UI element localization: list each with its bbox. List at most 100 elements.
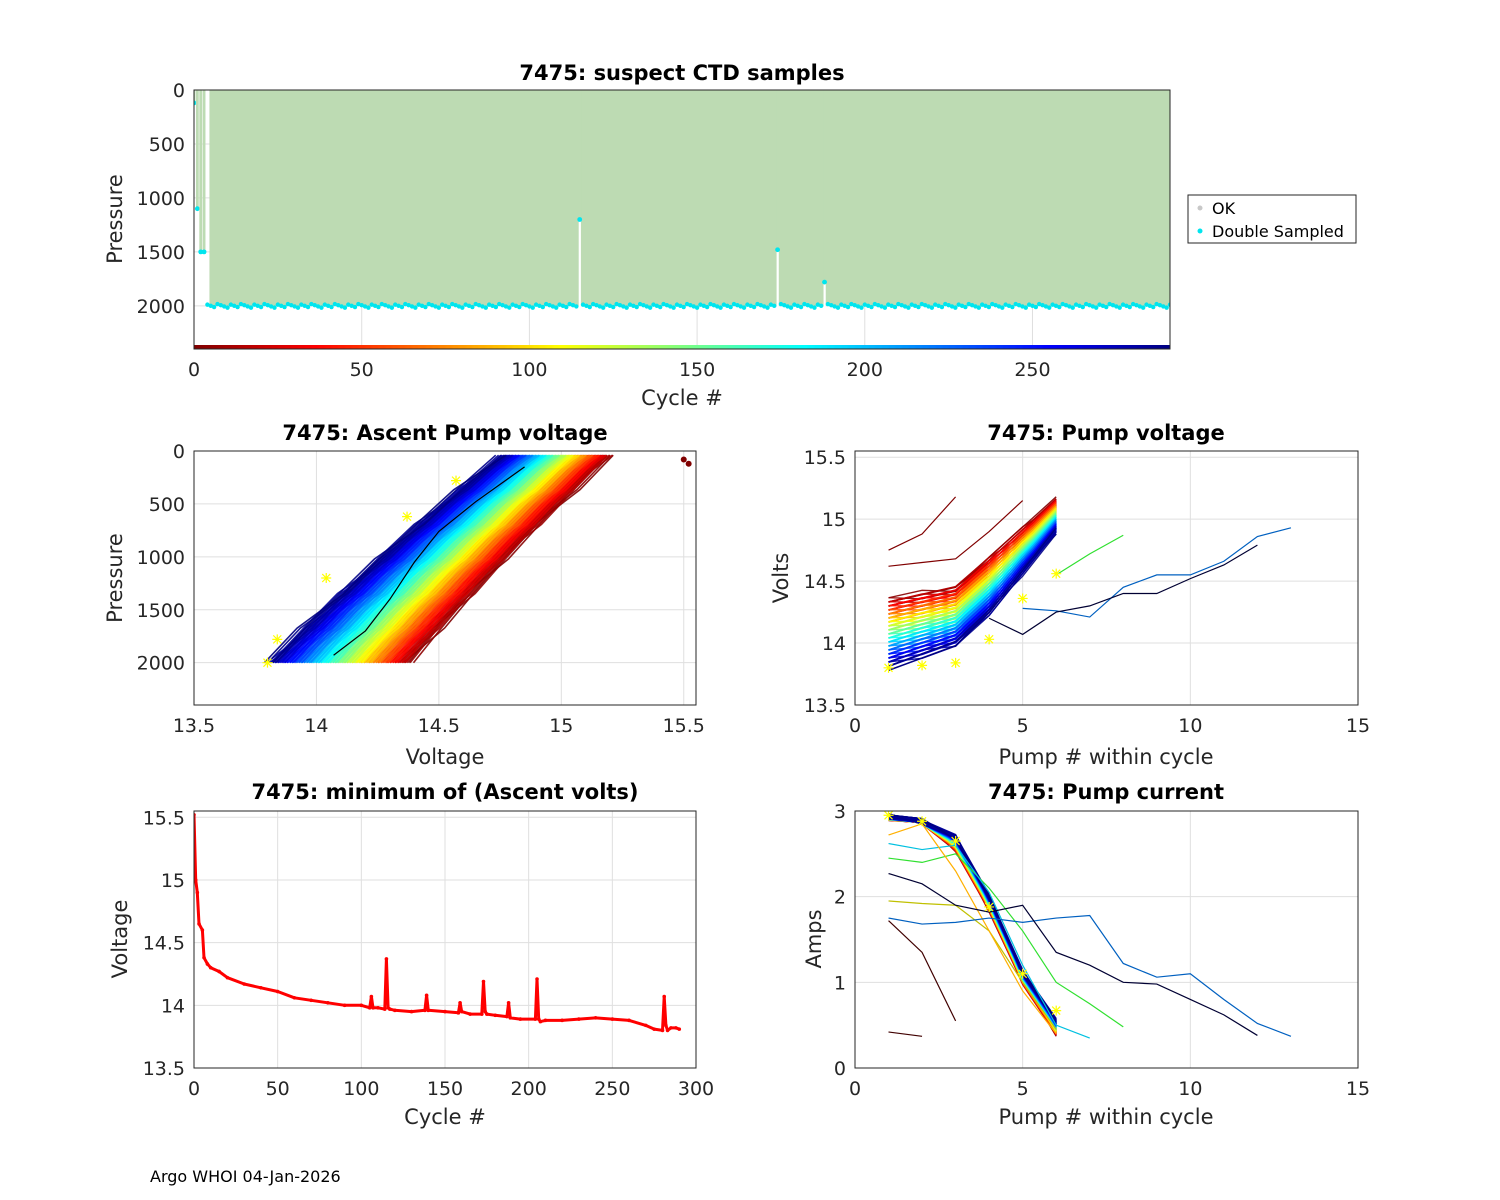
- double-sampled-point: [302, 303, 307, 309]
- double-sampled-point: [785, 304, 790, 309]
- cycle-color-dot: [667, 345, 673, 349]
- min-voltage-point: [518, 1017, 523, 1021]
- double-sampled-point: [839, 302, 844, 307]
- cycle-color-dot: [258, 345, 264, 349]
- double-sampled-point: [372, 303, 378, 309]
- double-sampled-point: [299, 302, 304, 307]
- cycle-color-dot: [1090, 345, 1096, 349]
- double-sampled-point: [453, 303, 458, 308]
- double-sampled-point: [309, 301, 314, 307]
- cycle-color-dot: [674, 345, 680, 349]
- double-sampled-point: [527, 304, 532, 309]
- double-sampled-point: [946, 303, 951, 308]
- short-profile: [194, 90, 196, 103]
- cycle-color-dot: [473, 345, 479, 349]
- double-sampled-point: [1117, 305, 1122, 310]
- double-sampled-point: [215, 301, 220, 307]
- pump-voltage-star-marker: [1017, 593, 1028, 604]
- ascent-star-marker: [451, 475, 462, 486]
- x-tick-label: 5: [1017, 1078, 1029, 1100]
- pump-current-short-line: [888, 1031, 923, 1037]
- ascent-profile-line: [270, 454, 500, 664]
- cycle-color-dot: [821, 345, 828, 349]
- min-voltage-point: [342, 1003, 347, 1008]
- y-tick-label: 14.5: [804, 571, 846, 593]
- double-sampled-point: [198, 249, 204, 255]
- cycle-color-dot: [372, 345, 378, 349]
- cycle-color-dot: [1003, 345, 1009, 349]
- double-sampled-point: [1151, 304, 1156, 310]
- cycle-color-dot: [848, 345, 854, 349]
- double-sampled-point: [580, 302, 586, 307]
- double-sampled-point: [332, 301, 338, 307]
- double-sampled-point: [490, 303, 495, 309]
- cycle-color-dot: [479, 345, 486, 349]
- y-tick-label: 13.5: [804, 695, 846, 717]
- y-tick-label: 13.5: [143, 1058, 185, 1080]
- double-sampled-point: [808, 304, 814, 309]
- double-sampled-point: [342, 305, 348, 310]
- double-sampled-point: [758, 303, 764, 308]
- double-sampled-point: [238, 301, 244, 307]
- double-sampled-point: [728, 304, 733, 310]
- cycle-color-dot: [1056, 345, 1062, 349]
- cycle-color-dot: [902, 345, 908, 349]
- cycle-color-dot: [956, 345, 962, 349]
- y-tick-label: 2: [834, 887, 846, 909]
- cycle-color-dot: [453, 345, 459, 349]
- min-voltage-point: [242, 982, 246, 986]
- ascent-star-marker: [272, 634, 283, 645]
- current-axis-box: [854, 810, 1359, 1069]
- double-sampled-point: [349, 303, 354, 309]
- x-tick-label: 5: [1017, 715, 1029, 737]
- min-voltage-point: [459, 1009, 464, 1014]
- double-sampled-point: [1063, 303, 1069, 308]
- x-tick-label: 13.5: [173, 715, 215, 737]
- min-voltage-point: [652, 1027, 656, 1031]
- double-sampled-point: [751, 304, 757, 310]
- min-voltage-point: [217, 969, 221, 974]
- min-voltage-point: [275, 989, 280, 994]
- ok-samples-band: [209, 90, 1170, 306]
- x-tick-label: 50: [350, 359, 374, 381]
- cycle-color-dot: [359, 345, 365, 349]
- cycle-color-dot: [194, 345, 197, 349]
- double-sampled-point: [533, 302, 539, 307]
- short-profile-gap: [776, 249, 779, 308]
- cycle-color-dot: [741, 345, 747, 349]
- cycle-color-dot: [493, 345, 499, 349]
- min-voltage-point: [387, 1007, 392, 1011]
- double-sampled-point: [1167, 302, 1170, 307]
- double-sampled-point: [976, 305, 982, 310]
- double-sampled-point: [1040, 303, 1045, 308]
- double-sampled-point: [386, 304, 391, 309]
- double-sampled-point: [818, 303, 824, 309]
- ascent-black-profile: [333, 466, 525, 656]
- cycle-color-dot: [1164, 345, 1170, 349]
- pump-current-extra-line: [888, 842, 1090, 1039]
- double-sampled-point: [1130, 301, 1136, 307]
- ascent-profile-line: [265, 454, 508, 664]
- cycle-color-dot: [681, 345, 687, 349]
- double-sampled-point: [986, 304, 992, 310]
- cycle-color-dot: [419, 345, 425, 349]
- double-sampled-point: [382, 303, 388, 308]
- x-tick-label: 0: [849, 715, 861, 737]
- double-sampled-point: [704, 304, 710, 310]
- double-sampled-point: [624, 305, 629, 310]
- cycle-color-dot: [278, 345, 284, 349]
- ascent-xlabel: Voltage: [406, 745, 485, 769]
- double-sampled-point: [1080, 304, 1085, 310]
- double-sampled-point: [329, 304, 334, 310]
- double-sampled-point: [564, 304, 569, 310]
- double-sampled-point: [450, 301, 455, 307]
- double-sampled-point: [520, 301, 525, 307]
- cycle-color-dot: [1117, 345, 1123, 349]
- cycle-color-dot: [660, 345, 667, 349]
- ascent-star-marker: [321, 573, 332, 583]
- cycle-color-dot: [1103, 345, 1109, 349]
- double-sampled-point: [393, 302, 398, 307]
- double-sampled-point: [795, 303, 800, 309]
- min-voltage-point: [194, 878, 198, 882]
- pump-current-extra-line: [888, 853, 1124, 1028]
